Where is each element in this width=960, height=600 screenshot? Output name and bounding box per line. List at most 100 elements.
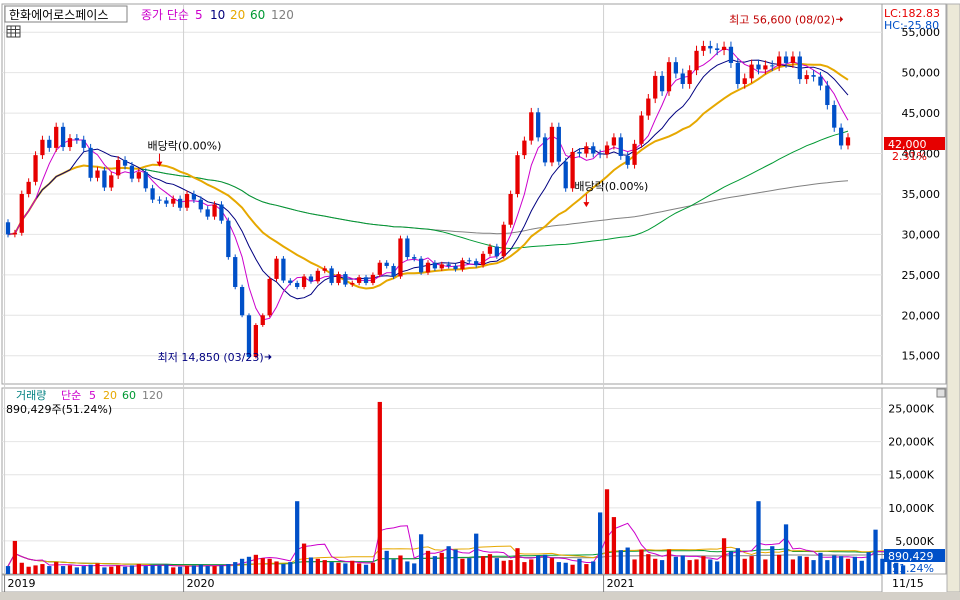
volume-pane[interactable] <box>1 387 883 575</box>
candle-body <box>604 145 610 155</box>
volume-bar <box>281 564 286 574</box>
dividend-arrowhead <box>156 161 163 167</box>
candle <box>205 206 210 220</box>
candle <box>687 65 692 89</box>
volume-bar <box>570 564 575 574</box>
candle <box>591 142 596 158</box>
volume-bar <box>164 564 169 574</box>
candle-body <box>184 193 190 208</box>
candle-body <box>136 172 141 179</box>
volume-tick-label: 15,000K <box>888 469 934 482</box>
candle <box>418 256 424 275</box>
candle <box>129 161 135 183</box>
candle-body <box>363 277 369 283</box>
candle <box>680 68 685 89</box>
volume-bar <box>357 563 362 574</box>
candle <box>150 184 155 203</box>
candle-body <box>763 65 768 70</box>
volume-bar <box>646 554 651 574</box>
candle-body <box>446 264 451 266</box>
candle-body <box>226 220 231 258</box>
candle <box>570 148 575 192</box>
candle <box>597 149 603 159</box>
candle <box>425 260 431 275</box>
candle-body <box>357 277 362 283</box>
candle-body <box>797 56 802 80</box>
volume-bar <box>591 561 596 574</box>
volume-bar <box>67 565 73 574</box>
right-scrollbar[interactable] <box>946 3 960 593</box>
price-ma5-line <box>7 47 849 321</box>
volume-bar <box>474 533 479 574</box>
stock-name-box[interactable] <box>4 5 128 23</box>
volume-bar <box>40 564 45 574</box>
volume-bar <box>687 560 692 574</box>
volume-current-value: 890,429 <box>888 550 934 563</box>
price-extreme-label: 최저 14,850 (03/23) <box>158 351 264 364</box>
candle <box>122 156 128 170</box>
candle <box>315 268 320 284</box>
volume-bar <box>60 566 66 574</box>
candle-body <box>536 112 541 138</box>
volume-bar <box>177 566 183 574</box>
candle-body <box>239 286 245 316</box>
volume-bar <box>832 555 837 574</box>
candle <box>226 217 231 260</box>
candle-body <box>350 282 355 285</box>
volume-bar <box>184 566 190 574</box>
volume-bar <box>47 566 52 574</box>
candle-body <box>54 126 59 148</box>
volume-bar <box>467 558 472 574</box>
volume-bar <box>109 566 114 574</box>
volume-bar <box>12 540 18 574</box>
candle <box>446 261 451 269</box>
candle <box>81 135 86 152</box>
pane-close-icon[interactable] <box>936 388 946 398</box>
candle <box>639 111 644 148</box>
candle-body <box>5 222 11 235</box>
candle-body <box>542 137 548 163</box>
candle-body <box>646 98 651 116</box>
volume-bar <box>701 556 706 574</box>
volume-bar <box>322 560 327 574</box>
volume-bar <box>136 564 141 574</box>
volume-bar <box>350 560 355 574</box>
candle-body <box>694 50 699 71</box>
volume-bar <box>157 565 162 574</box>
date-tick-label: 2021 <box>607 577 635 590</box>
price-extreme-label: 최고 56,600 (08/02) <box>729 13 835 26</box>
volume-bar <box>625 547 630 574</box>
candle-body <box>715 48 720 51</box>
candle <box>274 256 279 282</box>
candle <box>267 276 272 318</box>
volume-tick-label: 10,000K <box>888 502 934 515</box>
candle <box>825 80 830 110</box>
grid-icon[interactable] <box>6 25 21 38</box>
candle <box>301 274 307 290</box>
candle <box>54 122 59 152</box>
candle-body <box>570 151 575 189</box>
candle <box>735 57 740 89</box>
candle-body <box>756 64 761 70</box>
price-tick-label: 45,000 <box>902 107 941 120</box>
volume-bar <box>604 489 610 574</box>
volume-bar <box>301 543 307 574</box>
volume-bar <box>783 524 789 574</box>
candle <box>508 190 513 228</box>
candle-body <box>508 193 513 225</box>
candle-body <box>425 262 431 273</box>
volume-bar <box>363 564 369 574</box>
candle-body <box>529 112 534 141</box>
volume-bar <box>632 559 637 574</box>
candle-body <box>177 198 183 208</box>
candle-body <box>563 161 568 189</box>
candle-body <box>19 193 24 233</box>
volume-bar <box>852 556 858 574</box>
candle-body <box>474 261 479 266</box>
price-legend-ma120: 120 <box>271 8 294 22</box>
price-tick-label: 30,000 <box>902 228 941 241</box>
candle-body <box>281 258 286 281</box>
volume-bar <box>102 567 107 574</box>
candle-body <box>487 246 493 254</box>
